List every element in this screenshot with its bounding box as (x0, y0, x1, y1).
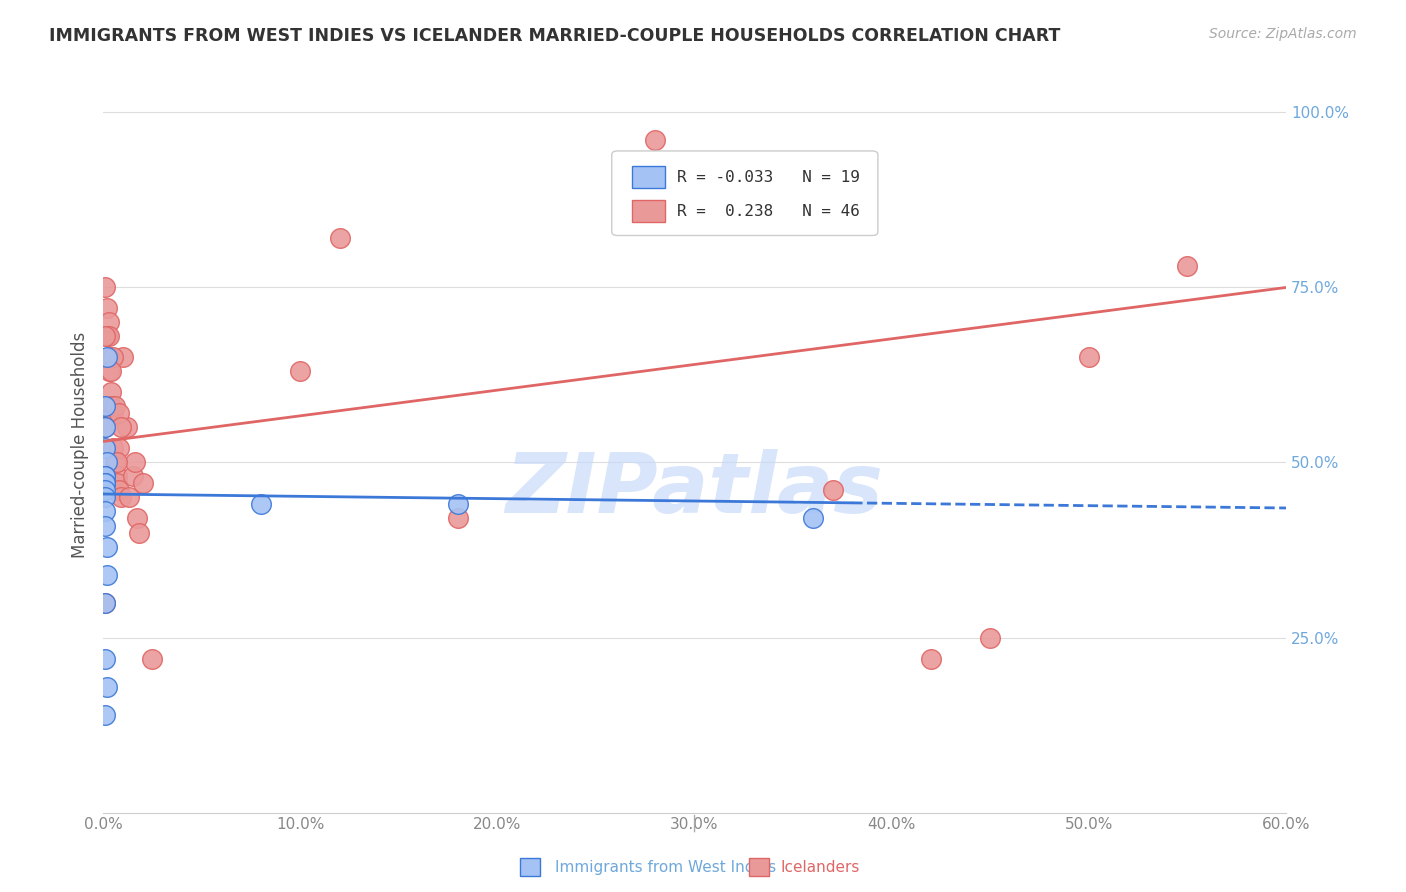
Point (141, 651, 163, 665)
Point (128, 525, 150, 540)
Point (94, 651, 117, 665)
Point (447, 511, 470, 525)
Text: IMMIGRANTS FROM WEST INDIES VS ICELANDER MARRIED-COUPLE HOUSEHOLDS CORRELATION C: IMMIGRANTS FROM WEST INDIES VS ICELANDER… (49, 27, 1060, 45)
Point (104, 400, 127, 414)
Point (94, 504, 117, 518)
Point (821, 483, 844, 498)
Point (98, 351, 121, 365)
Point (801, 511, 824, 525)
Point (94, 469, 117, 483)
Point (290, 364, 312, 378)
Point (96, 351, 118, 365)
Point (96, 540, 118, 554)
Text: R =  0.238   N = 46: R = 0.238 N = 46 (676, 203, 859, 219)
Point (94, 707, 117, 722)
Point (118, 491, 141, 505)
Point (125, 511, 148, 525)
Point (96, 455, 118, 469)
Point (94, 420, 117, 434)
Point (329, 231, 352, 245)
Point (1077, 351, 1099, 365)
Point (94, 442, 117, 456)
Point (110, 491, 132, 505)
Point (94, 476, 117, 491)
Text: R = -0.033   N = 19: R = -0.033 N = 19 (676, 169, 859, 185)
Point (447, 498, 470, 512)
Point (108, 483, 131, 498)
Text: ZIPatlas: ZIPatlas (506, 449, 883, 530)
Point (94, 420, 117, 434)
Point (96, 680, 118, 694)
Point (105, 469, 128, 483)
FancyBboxPatch shape (631, 200, 665, 222)
Point (101, 407, 124, 421)
Point (96, 329, 118, 343)
Point (100, 364, 122, 378)
Point (96, 567, 118, 582)
Point (94, 400, 117, 414)
Point (644, 133, 666, 147)
Text: Source: ZipAtlas.com: Source: ZipAtlas.com (1209, 27, 1357, 41)
Point (94, 329, 117, 343)
Point (98, 316, 121, 330)
Point (96, 301, 118, 316)
Point (94, 280, 117, 294)
Point (108, 442, 131, 456)
Point (111, 351, 134, 365)
Point (94, 491, 117, 505)
Point (121, 469, 143, 483)
Point (105, 476, 128, 491)
Point (101, 351, 124, 365)
Point (98, 364, 121, 378)
Point (94, 595, 117, 609)
Point (124, 455, 146, 469)
Point (979, 631, 1001, 645)
Point (94, 469, 117, 483)
Point (1177, 260, 1199, 274)
Point (94, 518, 117, 533)
Point (100, 385, 122, 400)
Point (108, 407, 131, 421)
Text: Immigrants from West Indies: Immigrants from West Indies (555, 860, 776, 874)
Point (94, 476, 117, 491)
Point (101, 442, 124, 456)
Point (96, 413, 118, 427)
Point (94, 483, 117, 498)
Point (920, 651, 942, 665)
Point (105, 455, 128, 469)
Point (115, 420, 138, 434)
FancyBboxPatch shape (631, 167, 665, 188)
Point (104, 455, 127, 469)
Point (94, 595, 117, 609)
Point (98, 329, 121, 343)
Y-axis label: Married-couple Households: Married-couple Households (72, 332, 89, 558)
FancyBboxPatch shape (612, 151, 877, 235)
Text: Icelanders: Icelanders (780, 860, 859, 874)
Point (250, 498, 273, 512)
Point (110, 420, 132, 434)
Point (131, 476, 153, 491)
Point (100, 400, 122, 414)
